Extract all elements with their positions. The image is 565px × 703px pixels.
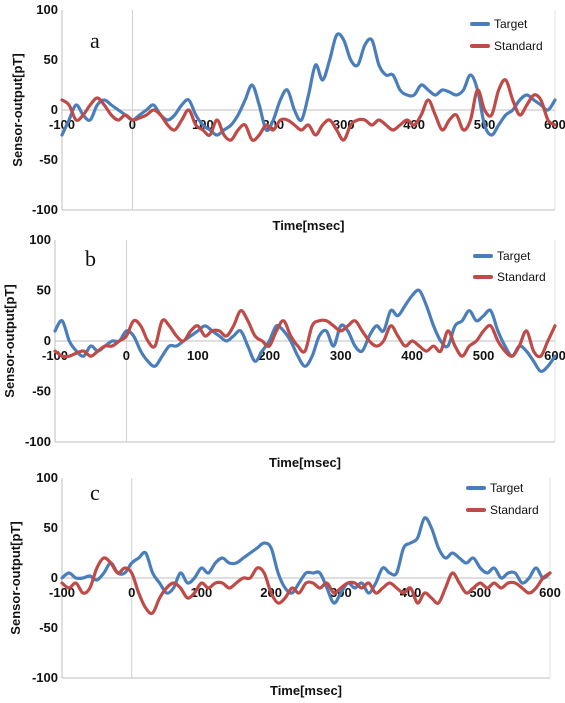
- y-tick-label: 0: [44, 333, 51, 348]
- y-tick-label: -50: [39, 620, 58, 635]
- series-line-target: [53, 288, 557, 374]
- series-line-standard: [60, 556, 552, 616]
- y-tick-label: 0: [51, 570, 58, 585]
- panel-label: b: [85, 246, 96, 271]
- y-tick-label: 50: [44, 52, 58, 67]
- x-tick-label: 600: [539, 585, 561, 600]
- y-tick-label: 50: [44, 520, 58, 535]
- y-tick-label: 100: [29, 232, 51, 247]
- y-tick-label: 0: [51, 102, 58, 117]
- legend-label-target: Target: [494, 17, 528, 31]
- y-axis-label: Sensor-output[pT]: [10, 53, 25, 166]
- legend-label-standard: Standard: [494, 39, 543, 53]
- y-tick-label: -100: [25, 434, 51, 449]
- y-axis-label: Sensor-output[pT]: [8, 521, 23, 634]
- x-axis-label: Time[msec]: [269, 455, 341, 470]
- y-axis-label: Sensor-output[pT]: [2, 284, 17, 397]
- panel-label: a: [90, 28, 100, 53]
- panel-label: c: [90, 480, 100, 505]
- legend-label-standard: Standard: [490, 503, 539, 517]
- y-tick-label: 100: [36, 470, 58, 485]
- x-axis-label: Time[msec]: [272, 218, 344, 233]
- series-line-standard: [53, 309, 557, 359]
- x-tick-label: 0: [128, 585, 135, 600]
- y-tick-label: -50: [32, 384, 51, 399]
- x-tick-label: 300: [330, 348, 352, 363]
- x-axis-label: Time[msec]: [270, 683, 342, 698]
- x-tick-label: 100: [187, 348, 209, 363]
- x-tick-label: 200: [258, 348, 280, 363]
- legend-label-target: Target: [490, 481, 524, 495]
- y-tick-label: -100: [32, 670, 58, 685]
- y-tick-label: 50: [37, 283, 51, 298]
- series-line-target: [60, 516, 552, 605]
- x-tick-label: 0: [129, 117, 136, 132]
- x-tick-label: -100: [42, 348, 68, 363]
- legend-label-standard: Standard: [497, 270, 546, 284]
- series-line-standard: [60, 78, 557, 142]
- legend-label-target: Target: [497, 249, 531, 263]
- y-tick-label: 100: [36, 2, 58, 17]
- y-tick-label: -50: [39, 152, 58, 167]
- x-tick-label: 400: [400, 585, 422, 600]
- x-tick-label: 500: [473, 348, 495, 363]
- series-line-target: [60, 32, 557, 137]
- x-tick-label: 0: [123, 348, 130, 363]
- x-tick-label: 400: [401, 348, 423, 363]
- y-tick-label: -100: [32, 202, 58, 217]
